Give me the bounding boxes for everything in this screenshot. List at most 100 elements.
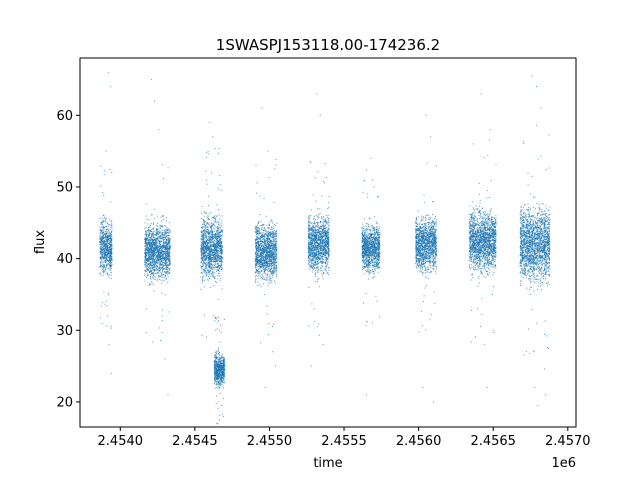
data-point — [217, 349, 219, 351]
data-point — [215, 251, 217, 253]
data-point — [159, 270, 161, 272]
data-point — [213, 315, 215, 317]
data-point — [108, 256, 110, 258]
data-point — [156, 251, 158, 253]
data-point — [107, 250, 109, 252]
data-point — [220, 378, 222, 379]
data-point — [168, 240, 170, 242]
data-point — [168, 269, 170, 271]
data-point — [148, 232, 150, 234]
data-point — [167, 247, 169, 249]
data-point — [204, 247, 206, 249]
data-point — [160, 250, 162, 252]
data-point — [264, 233, 266, 235]
data-point — [110, 240, 112, 242]
data-point — [145, 261, 147, 263]
data-point — [270, 250, 272, 252]
data-point — [169, 231, 171, 233]
data-point — [165, 232, 167, 234]
data-point — [169, 267, 171, 269]
data-point — [103, 174, 105, 176]
data-point — [105, 252, 106, 254]
data-point — [152, 240, 154, 242]
data-point — [214, 215, 216, 217]
data-point — [218, 269, 220, 271]
data-point — [150, 271, 152, 273]
data-point — [154, 265, 156, 267]
data-point — [144, 239, 146, 241]
data-point — [109, 257, 111, 259]
data-point — [222, 371, 224, 373]
data-point — [169, 248, 171, 250]
data-point — [211, 249, 213, 251]
data-point — [216, 381, 218, 383]
data-point — [210, 273, 212, 275]
data-point — [166, 229, 168, 231]
data-point — [218, 237, 220, 239]
data-point — [224, 364, 226, 366]
data-point — [219, 341, 221, 343]
data-point — [105, 260, 107, 262]
data-point — [153, 241, 155, 243]
data-point — [207, 195, 209, 197]
data-point — [155, 264, 157, 266]
data-point — [218, 273, 220, 275]
data-point — [103, 248, 105, 250]
data-point — [272, 226, 274, 228]
data-point — [161, 215, 163, 217]
data-point — [101, 226, 103, 228]
data-point — [221, 353, 223, 355]
data-point — [111, 239, 113, 241]
data-point — [224, 365, 226, 367]
data-point — [107, 245, 109, 247]
data-point — [152, 245, 154, 247]
data-point — [162, 262, 164, 264]
data-point — [210, 227, 212, 229]
data-point — [147, 254, 149, 256]
data-point — [206, 262, 208, 264]
data-point — [270, 264, 272, 266]
data-point — [161, 261, 163, 263]
data-point — [218, 227, 220, 229]
data-point — [201, 252, 203, 254]
data-point — [158, 250, 160, 252]
data-point — [202, 223, 204, 225]
data-point — [270, 236, 272, 238]
data-point — [217, 379, 219, 381]
data-point — [144, 261, 146, 263]
data-point — [204, 263, 206, 264]
data-point — [205, 251, 207, 253]
data-point — [154, 239, 156, 241]
data-point — [107, 222, 109, 224]
data-point — [208, 254, 210, 256]
data-point — [144, 255, 146, 257]
data-point — [205, 336, 207, 338]
data-point — [222, 377, 224, 379]
data-point — [148, 266, 150, 268]
data-point — [271, 220, 273, 222]
data-point — [205, 251, 207, 253]
data-point — [220, 357, 222, 359]
data-point — [208, 242, 210, 244]
data-point — [148, 240, 150, 242]
data-point — [110, 259, 112, 261]
data-point — [145, 240, 146, 242]
data-point — [212, 234, 214, 236]
data-point — [208, 237, 210, 239]
data-point — [273, 264, 275, 266]
data-point — [100, 241, 102, 243]
data-point — [111, 260, 113, 262]
data-point — [209, 254, 211, 256]
data-point — [212, 239, 214, 241]
data-point — [273, 244, 275, 246]
data-point — [203, 249, 205, 251]
data-point — [151, 233, 153, 235]
data-point — [145, 257, 147, 259]
data-point — [220, 368, 222, 370]
data-point — [201, 263, 203, 265]
data-point — [168, 258, 170, 260]
data-point — [149, 236, 151, 238]
data-point — [208, 205, 210, 207]
data-point — [110, 227, 112, 229]
data-point — [155, 256, 157, 258]
